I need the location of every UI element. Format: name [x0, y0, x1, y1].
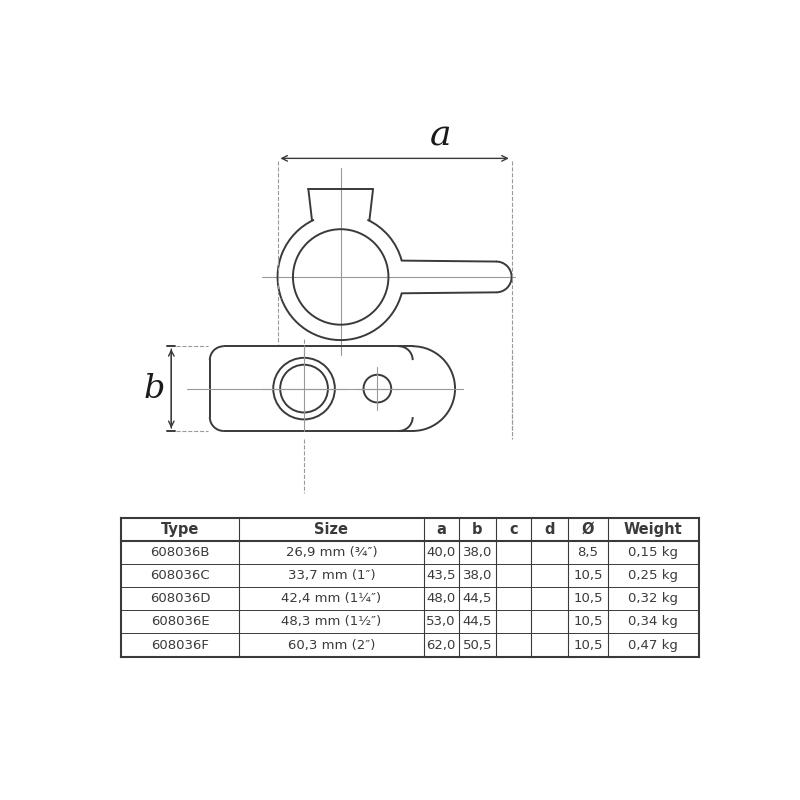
Text: 33,7 mm (1″): 33,7 mm (1″): [288, 570, 375, 582]
Text: 608036E: 608036E: [151, 615, 210, 629]
Text: 8,5: 8,5: [578, 546, 598, 559]
Text: 43,5: 43,5: [426, 570, 456, 582]
Text: 0,47 kg: 0,47 kg: [628, 638, 678, 651]
Text: 0,25 kg: 0,25 kg: [628, 570, 678, 582]
Text: a: a: [436, 522, 446, 537]
Text: 0,34 kg: 0,34 kg: [628, 615, 678, 629]
Text: 608036F: 608036F: [151, 638, 209, 651]
Text: Size: Size: [314, 522, 349, 537]
Text: 0,15 kg: 0,15 kg: [628, 546, 678, 559]
Text: 40,0: 40,0: [426, 546, 456, 559]
Text: c: c: [510, 522, 518, 537]
Text: 10,5: 10,5: [573, 570, 602, 582]
Text: 44,5: 44,5: [462, 592, 492, 606]
Text: 53,0: 53,0: [426, 615, 456, 629]
Text: 608036D: 608036D: [150, 592, 210, 606]
Text: b: b: [472, 522, 482, 537]
Text: a: a: [430, 118, 451, 152]
Text: 10,5: 10,5: [573, 592, 602, 606]
Text: Ø: Ø: [582, 522, 594, 537]
Text: 60,3 mm (2″): 60,3 mm (2″): [288, 638, 375, 651]
Text: Weight: Weight: [624, 522, 682, 537]
Text: 48,0: 48,0: [426, 592, 456, 606]
Text: 38,0: 38,0: [462, 570, 492, 582]
Text: 10,5: 10,5: [573, 615, 602, 629]
Text: 38,0: 38,0: [462, 546, 492, 559]
Text: 0,32 kg: 0,32 kg: [628, 592, 678, 606]
Text: 44,5: 44,5: [462, 615, 492, 629]
Text: Type: Type: [161, 522, 199, 537]
Text: 48,3 mm (1½″): 48,3 mm (1½″): [282, 615, 382, 629]
Text: 50,5: 50,5: [462, 638, 492, 651]
Text: b: b: [144, 373, 165, 405]
Text: d: d: [544, 522, 554, 537]
Text: 608036C: 608036C: [150, 570, 210, 582]
Text: 608036B: 608036B: [150, 546, 210, 559]
Text: 62,0: 62,0: [426, 638, 456, 651]
Text: 42,4 mm (1¼″): 42,4 mm (1¼″): [282, 592, 382, 606]
Text: 10,5: 10,5: [573, 638, 602, 651]
Text: 26,9 mm (¾″): 26,9 mm (¾″): [286, 546, 378, 559]
